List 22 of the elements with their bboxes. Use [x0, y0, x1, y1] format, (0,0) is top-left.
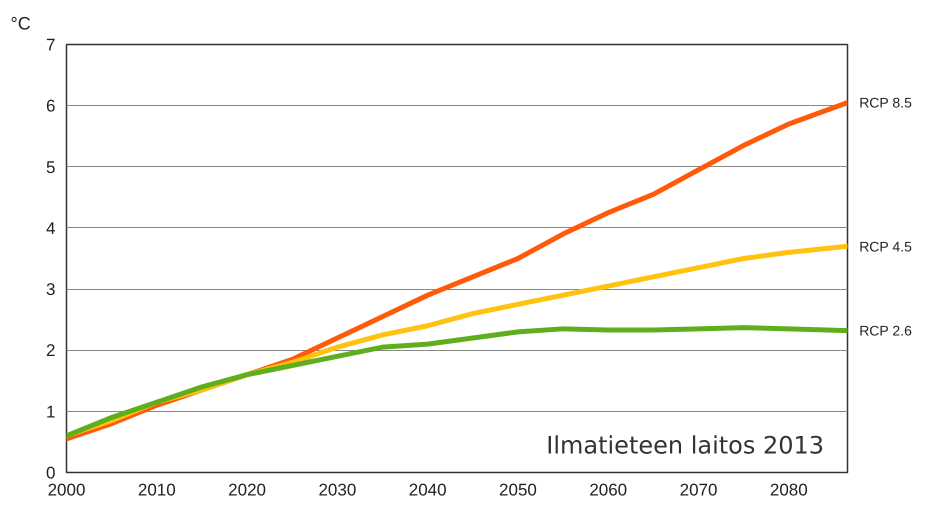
x-tick-label: 2020: [228, 480, 266, 500]
series-label: RCP 2.6: [859, 322, 912, 339]
series-label: RCP 4.5: [859, 238, 912, 254]
y-axis-title: °C: [10, 14, 31, 34]
x-tick-label: 2030: [318, 480, 356, 500]
x-tick-label: 2000: [48, 480, 86, 500]
y-tick-label: 2: [46, 341, 56, 360]
x-tick-label: 2060: [589, 480, 628, 500]
y-tick-label: 6: [46, 96, 56, 116]
y-tick-label: 7: [46, 36, 56, 54]
y-tick-label: 0: [46, 464, 56, 482]
x-tick-label: 2010: [138, 480, 176, 500]
x-tick-label: 2070: [680, 480, 718, 500]
y-tick-label: 5: [46, 158, 56, 177]
y-tick-label: 3: [46, 280, 56, 300]
x-tick-label: 2080: [770, 480, 808, 500]
series-label: RCP 8.5: [859, 94, 912, 111]
y-tick-label: 1: [46, 402, 56, 422]
y-tick-label: 4: [46, 218, 56, 238]
x-tick-label: 2050: [499, 480, 537, 500]
annotation: Ilmatieteen laitos 2013: [546, 432, 824, 460]
x-tick-label: 2040: [408, 480, 447, 500]
